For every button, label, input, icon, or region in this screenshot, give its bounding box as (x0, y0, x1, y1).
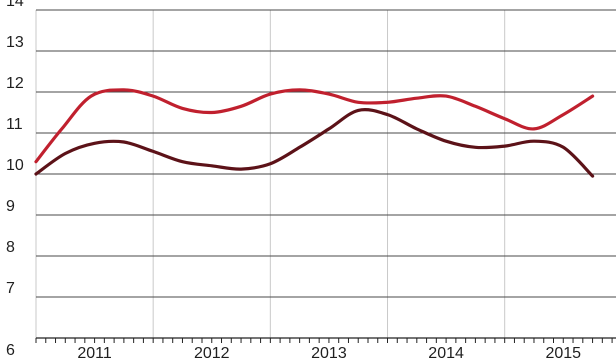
series-layer (34, 88, 595, 178)
y-axis-tick-labels: 6 7 8 9 10 11 12 13 14 (6, 0, 24, 359)
y-tick-label-11: 11 (6, 116, 23, 133)
x-tick-label-2014: 2014 (428, 345, 464, 362)
y-tick-label-7: 7 (6, 280, 15, 297)
x-tick-label-2013: 2013 (311, 345, 347, 362)
series-line-0 (34, 88, 595, 164)
x-axis (35, 337, 616, 343)
x-tick-label-2011: 2011 (77, 345, 112, 362)
x-tick-label-2012: 2012 (194, 345, 230, 362)
y-tick-label-13: 13 (6, 34, 24, 51)
y-tick-label-12: 12 (6, 75, 24, 92)
y-tick-label-14: 14 (6, 0, 24, 10)
y-tick-label-6: 6 (6, 342, 15, 359)
y-tick-label-10: 10 (6, 157, 24, 174)
y-tick-label-8: 8 (6, 239, 15, 256)
horizontal-gridlines (36, 9, 616, 298)
y-tick-label-9: 9 (6, 198, 15, 215)
x-tick-label-2015: 2015 (545, 345, 581, 362)
x-axis-tick-labels: 2011 2012 2013 2014 2015 (77, 345, 581, 362)
series-line-1 (34, 108, 595, 178)
